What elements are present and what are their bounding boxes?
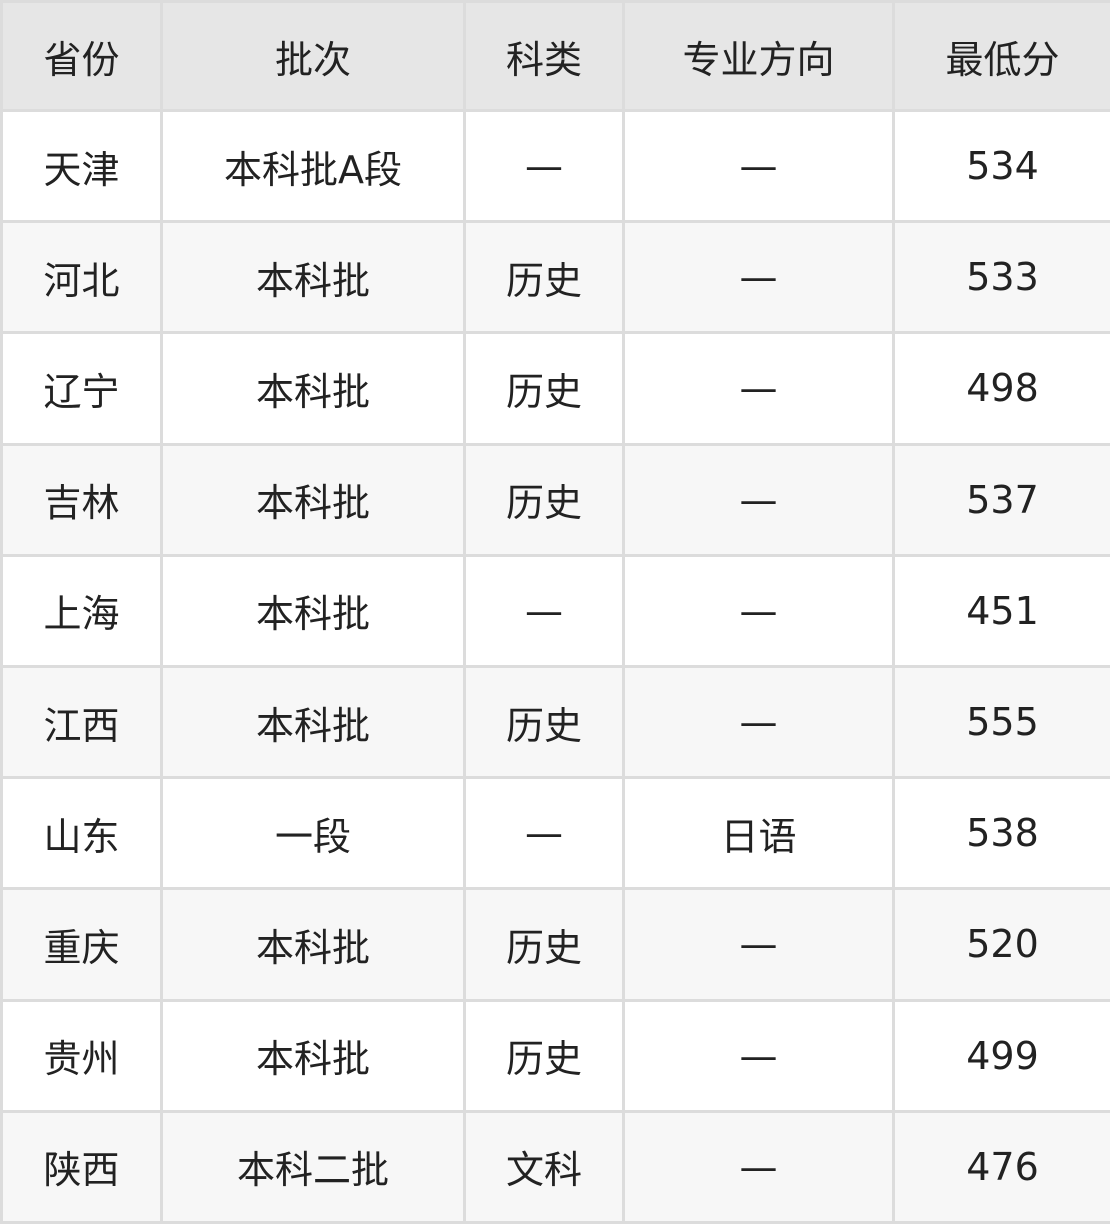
table-row: 辽宁 本科批 历史 —498 xyxy=(0,331,1110,446)
cell-subject-type: 历史 xyxy=(463,664,625,780)
cell-subject-type: 文科 xyxy=(463,1109,625,1224)
cell-major-direction: — xyxy=(622,220,895,335)
table-row: 陕西 本科二批 文科 —476 xyxy=(0,1109,1110,1224)
cell-batch: 一段 xyxy=(160,776,466,891)
cell-batch: 本科批 xyxy=(160,998,466,1113)
header-major-direction: 专业方向 xyxy=(622,0,895,112)
cell-province: 上海 xyxy=(0,553,163,668)
cell-province: 辽宁 xyxy=(0,331,163,446)
header-batch: 批次 xyxy=(160,0,466,112)
table-row: 河北 本科批 历史 —533 xyxy=(0,220,1110,335)
table-row: 重庆 本科批 历史 —520 xyxy=(0,887,1110,1002)
cell-min-score: 499 xyxy=(892,998,1110,1113)
cell-min-score: 498 xyxy=(892,331,1110,446)
cell-province: 重庆 xyxy=(0,887,163,1002)
cell-major-direction: — xyxy=(622,442,895,557)
cell-major-direction: — xyxy=(622,887,895,1002)
cell-province: 陕西 xyxy=(0,1109,163,1224)
cell-batch: 本科批 xyxy=(160,887,466,1002)
table-row: 贵州 本科批 历史 —499 xyxy=(0,998,1110,1113)
cell-major-direction: — xyxy=(622,553,895,668)
cell-min-score: 534 xyxy=(892,108,1110,224)
cell-batch: 本科批 xyxy=(160,220,466,335)
cell-subject-type: 历史 xyxy=(463,998,625,1113)
header-province: 省份 xyxy=(0,0,163,112)
cell-province: 吉林 xyxy=(0,442,163,557)
header-subject-type: 科类 xyxy=(463,0,625,112)
cell-major-direction: — xyxy=(622,998,895,1113)
cell-subject-type: — xyxy=(463,776,625,891)
cell-subject-type: — xyxy=(463,553,625,668)
cell-min-score: 537 xyxy=(892,442,1110,557)
cell-major-direction: 日语 xyxy=(622,776,895,891)
cell-province: 江西 xyxy=(0,664,163,780)
cell-batch: 本科批A段 xyxy=(160,108,466,224)
cell-subject-type: 历史 xyxy=(463,220,625,335)
cell-province: 河北 xyxy=(0,220,163,335)
cell-batch: 本科二批 xyxy=(160,1109,466,1224)
cell-batch: 本科批 xyxy=(160,664,466,780)
table-row: 吉林 本科批 历史 —537 xyxy=(0,442,1110,557)
table-row: 天津 本科批A段 — —534 xyxy=(0,108,1110,224)
header-row: 省份 批次 科类 专业方向 最低分 xyxy=(0,0,1110,112)
cell-province: 贵州 xyxy=(0,998,163,1113)
cell-major-direction: — xyxy=(622,1109,895,1224)
table-row: 江西 本科批 历史 —555 xyxy=(0,664,1110,780)
cell-subject-type: — xyxy=(463,108,625,224)
cell-min-score: 555 xyxy=(892,664,1110,780)
table-row: 山东 一段 — 日语 538 xyxy=(0,776,1110,891)
cell-min-score: 533 xyxy=(892,220,1110,335)
cell-batch: 本科批 xyxy=(160,331,466,446)
cell-min-score: 451 xyxy=(892,553,1110,668)
cell-subject-type: 历史 xyxy=(463,887,625,1002)
cell-province: 天津 xyxy=(0,108,163,224)
cell-batch: 本科批 xyxy=(160,442,466,557)
cell-min-score: 476 xyxy=(892,1109,1110,1224)
table-row: 上海 本科批 — —451 xyxy=(0,553,1110,668)
cell-province: 山东 xyxy=(0,776,163,891)
cell-subject-type: 历史 xyxy=(463,442,625,557)
header-min-score: 最低分 xyxy=(892,0,1110,112)
cell-major-direction: — xyxy=(622,108,895,224)
cell-subject-type: 历史 xyxy=(463,331,625,446)
cell-min-score: 538 xyxy=(892,776,1110,891)
cell-major-direction: — xyxy=(622,664,895,780)
cell-min-score: 520 xyxy=(892,887,1110,1002)
cell-major-direction: — xyxy=(622,331,895,446)
cell-batch: 本科批 xyxy=(160,553,466,668)
